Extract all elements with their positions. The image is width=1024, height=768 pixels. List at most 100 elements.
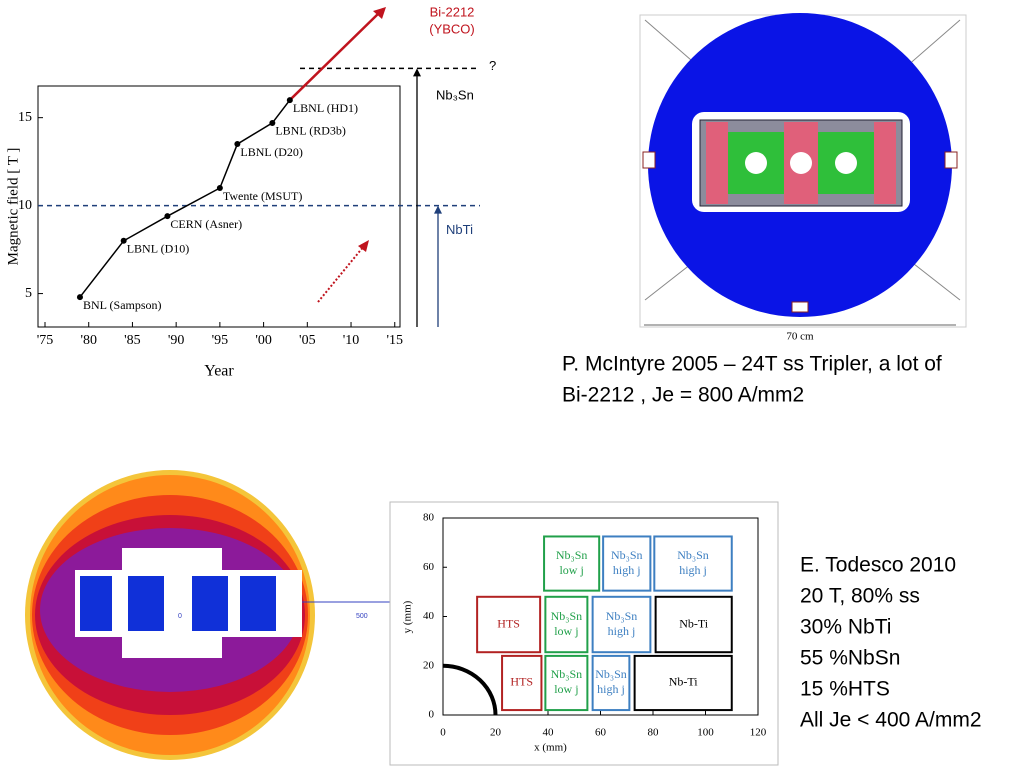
coil xyxy=(240,576,276,631)
block-label: high j xyxy=(679,563,707,577)
caption-line: E. Todesco 2010 xyxy=(800,554,956,577)
point-label: LBNL (HD1) xyxy=(293,101,358,115)
trend-label: Bi-2212 xyxy=(430,4,475,19)
coil-block xyxy=(544,654,589,712)
bore xyxy=(835,152,857,174)
block-label: Nb₃Sn xyxy=(606,609,638,623)
x-tick-label: 60 xyxy=(595,727,607,739)
data-point xyxy=(216,185,223,192)
y-axis-label: Magnetic field [ T ] xyxy=(5,148,21,266)
y-tick-label: 5 xyxy=(25,286,32,301)
coil-block xyxy=(633,654,733,712)
bore xyxy=(790,152,812,174)
y-tick-label: 80 xyxy=(423,512,435,524)
captions: P. McIntyre 2005 – 24T ss Tripler, a lot… xyxy=(562,353,982,732)
caption-line: P. McIntyre 2005 – 24T ss Tripler, a lot… xyxy=(562,353,942,376)
x-tick-label: '90 xyxy=(168,333,185,348)
point-label: Twente (MSUT) xyxy=(223,189,302,203)
caption-line: 20 T, 80% ss xyxy=(800,585,920,608)
field-map-image: 0 500 xyxy=(25,470,390,760)
bore xyxy=(745,152,767,174)
caption-line: 15 %HTS xyxy=(800,678,890,701)
block-label: Nb₃Sn xyxy=(551,667,583,681)
arrow-head xyxy=(413,68,421,77)
coil-block xyxy=(476,595,542,654)
block-label: high j xyxy=(608,624,636,638)
block-label: low j xyxy=(554,624,578,638)
x-tick-label: 80 xyxy=(648,727,660,739)
block-label: Nb₃Sn xyxy=(551,609,583,623)
coil-block xyxy=(653,535,733,592)
y-tick-label: 60 xyxy=(423,561,435,573)
caption-line: All Je < 400 A/mm2 xyxy=(800,709,982,732)
x-axis-label: x (mm) xyxy=(534,742,567,754)
data-point xyxy=(164,213,171,220)
x-tick-label: 100 xyxy=(697,727,714,739)
x-tick-label: '10 xyxy=(343,333,360,348)
block-label: low j xyxy=(559,563,583,577)
data-point xyxy=(120,237,127,244)
x-tick-label: 120 xyxy=(750,727,767,739)
block-label: Nb₃Sn xyxy=(677,548,709,562)
block-label: high j xyxy=(597,682,625,696)
coil xyxy=(128,576,164,631)
point-label: LBNL (RD3b) xyxy=(275,124,346,138)
point-label: LBNL (D10) xyxy=(127,242,190,256)
y-tick-label: 10 xyxy=(18,198,32,213)
block-label: Nb₃Sn xyxy=(595,667,627,681)
coil-block xyxy=(591,654,631,712)
x-axis-label: Year xyxy=(204,363,234,380)
y-tick-label: 15 xyxy=(18,110,32,125)
y-tick-label: 40 xyxy=(423,610,435,622)
data-point xyxy=(76,294,83,301)
x-tick-label: '75 xyxy=(37,333,54,348)
point-label: CERN (Asner) xyxy=(170,217,242,231)
coil-block xyxy=(544,595,589,654)
y-tick-label: 0 xyxy=(429,709,435,721)
coil xyxy=(706,122,728,204)
block-label: Nb₃Sn xyxy=(556,548,588,562)
scale-label: 500 xyxy=(356,613,368,620)
reference-label: ? xyxy=(489,58,496,73)
x-tick-label: 20 xyxy=(490,727,502,739)
x-tick-label: 40 xyxy=(543,727,555,739)
data-point xyxy=(286,97,293,104)
point-label: BNL (Sampson) xyxy=(83,298,162,312)
block-label: Nb₃Sn xyxy=(611,548,643,562)
coil-block xyxy=(602,535,652,592)
x-tick-label: '00 xyxy=(255,333,272,348)
arrow-label: Nb₃Sn xyxy=(436,87,474,102)
data-point xyxy=(234,141,241,148)
y-axis-label: y (mm) xyxy=(402,600,414,633)
block-label: Nb-Ti xyxy=(679,616,709,630)
caption-line: 30% NbTi xyxy=(800,616,891,639)
reference-label: NbTi xyxy=(446,222,473,237)
coil-block xyxy=(501,654,543,712)
arrow-head xyxy=(373,7,386,19)
coil xyxy=(192,576,228,631)
block-label: Nb-Ti xyxy=(669,675,699,689)
block-label: low j xyxy=(554,682,578,696)
trend-line xyxy=(288,11,381,101)
coil-block xyxy=(654,595,733,654)
arrow-head xyxy=(358,240,369,252)
x-tick-label: '05 xyxy=(299,333,316,348)
arrow-head xyxy=(434,205,442,214)
y-tick-label: 20 xyxy=(423,659,435,671)
dimension-label: 70 cm xyxy=(786,331,814,343)
coil xyxy=(80,576,112,631)
plot-frame xyxy=(389,501,779,766)
tripler-image: 70 cm xyxy=(639,13,967,343)
aperture xyxy=(442,663,498,716)
block-label: HTS xyxy=(510,675,533,689)
trend-arrow xyxy=(317,245,365,303)
coil-block xyxy=(543,535,601,592)
point-label: LBNL (D20) xyxy=(240,145,303,159)
trend-label: (YBCO) xyxy=(429,21,475,36)
plot-frame xyxy=(37,85,401,328)
port xyxy=(791,301,809,313)
coil xyxy=(874,122,896,204)
x-tick-label: 0 xyxy=(440,727,446,739)
x-tick-label: '80 xyxy=(80,333,97,348)
port xyxy=(944,151,958,169)
